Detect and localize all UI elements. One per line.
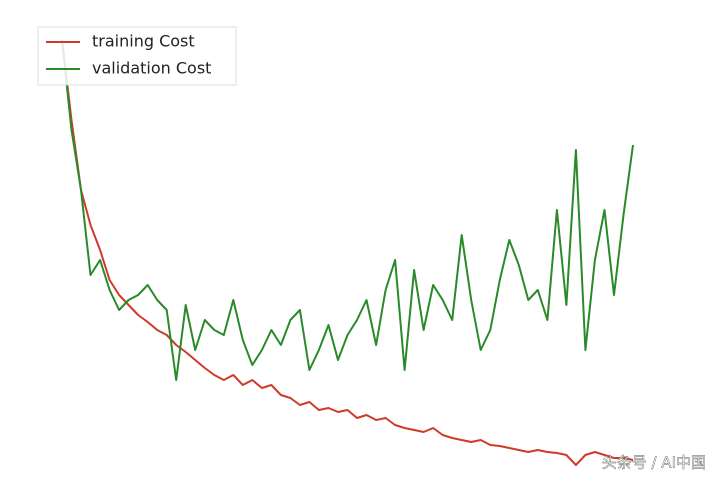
watermark: 头条号 / AI中国	[602, 454, 706, 472]
data-line	[61, 39, 634, 381]
legend-label: validation Cost	[92, 59, 211, 78]
legend-box	[37, 26, 237, 86]
plot-area	[61, 39, 634, 466]
data-line	[61, 39, 634, 466]
legend: training Cost validation Cost	[37, 26, 237, 86]
legend-label: training Cost	[92, 32, 195, 51]
